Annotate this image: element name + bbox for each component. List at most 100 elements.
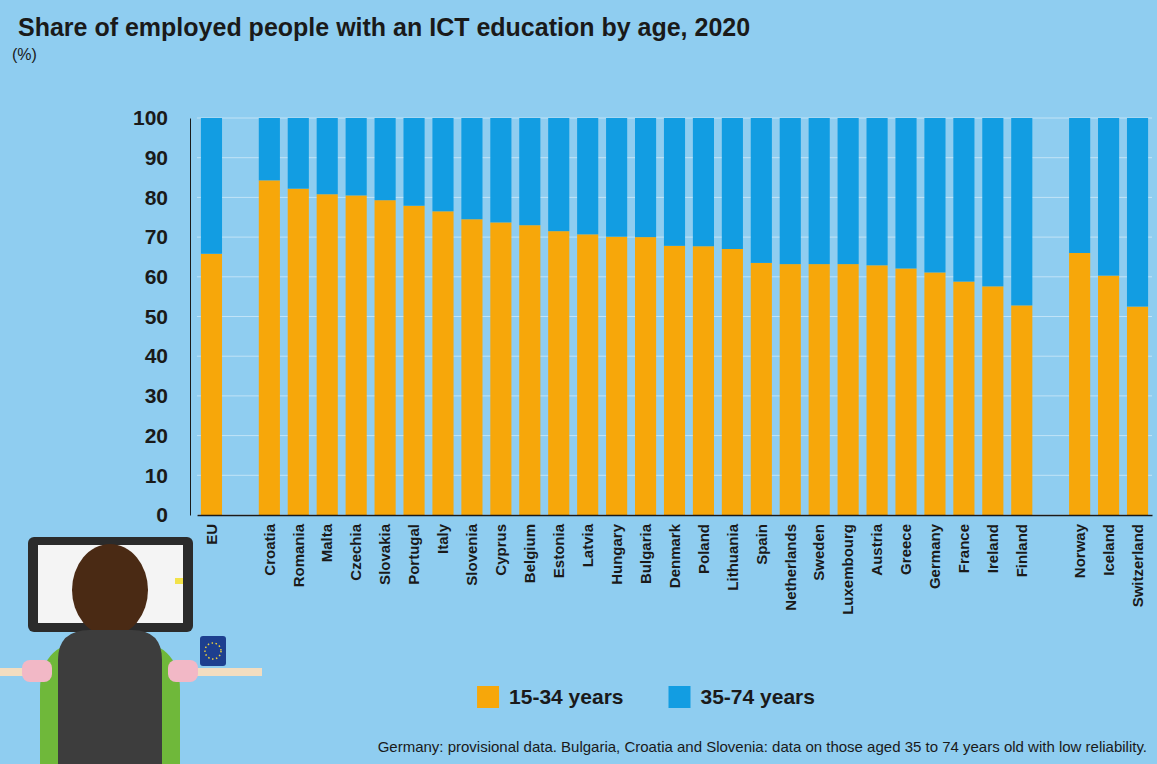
- bar: [288, 118, 309, 189]
- x-tick-label: Belgium: [521, 524, 538, 583]
- bar: [461, 118, 482, 219]
- bar: [982, 286, 1003, 515]
- x-axis: EUCroatiaRomaniaMaltaCzechiaSlovakiaPort…: [198, 516, 1153, 615]
- footnote: Germany: provisional data. Bulgaria, Cro…: [378, 738, 1147, 755]
- bar: [867, 118, 888, 265]
- bar: [606, 118, 627, 237]
- bar: [201, 254, 222, 515]
- x-tick-label: Poland: [695, 524, 712, 574]
- bar: [1127, 118, 1148, 307]
- x-tick: Slovakia: [376, 523, 393, 585]
- x-tick-label: Bulgaria: [637, 523, 654, 584]
- grid: [197, 118, 1152, 515]
- x-axis-line: [198, 515, 1153, 517]
- bar: [838, 264, 859, 515]
- bar: [577, 234, 598, 515]
- x-tick: Norway: [1071, 523, 1088, 578]
- x-tick: Estonia: [550, 523, 567, 578]
- y-tick: 70: [145, 225, 168, 248]
- bar: [895, 268, 916, 515]
- bar: [519, 118, 540, 225]
- x-tick-label: Slovakia: [376, 523, 393, 585]
- bar: [1069, 118, 1090, 253]
- y-tick-label: 0: [156, 503, 168, 526]
- bar: [403, 206, 424, 515]
- bar: [346, 118, 367, 195]
- bar: [432, 211, 453, 515]
- legend-item: 35-74 years: [669, 685, 815, 708]
- bar: [693, 118, 714, 246]
- x-tick-label: Sweden: [810, 524, 827, 581]
- bar: [606, 237, 627, 515]
- x-tick-label: Norway: [1071, 523, 1088, 578]
- bar: [867, 265, 888, 515]
- x-tick-label: Malta: [318, 523, 335, 562]
- x-tick-label: Portugal: [405, 524, 422, 585]
- x-tick: Germany: [926, 523, 943, 589]
- x-tick-label: Latvia: [579, 523, 596, 567]
- bar: [490, 222, 511, 515]
- y-axis-title: (%): [12, 46, 37, 63]
- y-tick: 90: [145, 146, 168, 169]
- y-tick: 20: [145, 424, 168, 447]
- bar: [953, 282, 974, 515]
- bar: [1098, 276, 1119, 515]
- bar: [924, 272, 945, 515]
- bar: [924, 118, 945, 272]
- bar: [1069, 253, 1090, 515]
- x-tick: Romania: [290, 523, 307, 587]
- y-tick: 10: [145, 464, 168, 487]
- y-tick: 80: [145, 186, 168, 209]
- x-tick: Poland: [695, 524, 712, 574]
- x-tick-label: Iceland: [1100, 524, 1117, 576]
- illustration: [0, 537, 262, 764]
- monitor-light: [175, 578, 183, 584]
- y-tick-label: 60: [145, 265, 168, 288]
- x-tick: Hungary: [608, 523, 625, 585]
- y-tick-label: 20: [145, 424, 168, 447]
- x-tick-label: Italy: [434, 523, 451, 554]
- x-tick: France: [955, 524, 972, 573]
- x-tick-label: Spain: [753, 524, 770, 565]
- x-tick: Malta: [318, 523, 335, 562]
- x-tick: Switzerland: [1129, 524, 1146, 607]
- x-tick-label: Denmark: [666, 523, 683, 588]
- bar: [1127, 307, 1148, 515]
- x-tick: Croatia: [261, 523, 278, 575]
- mug: [200, 636, 226, 666]
- bar: [751, 118, 772, 263]
- bar: [953, 118, 974, 282]
- x-tick: Denmark: [666, 523, 683, 588]
- x-tick: Latvia: [579, 523, 596, 567]
- bar: [259, 118, 280, 180]
- y-tick: 0: [156, 503, 168, 526]
- y-tick-label: 80: [145, 186, 168, 209]
- x-tick-label: Estonia: [550, 523, 567, 578]
- x-tick: Greece: [897, 524, 914, 575]
- bar: [375, 200, 396, 515]
- y-tick-label: 70: [145, 225, 168, 248]
- y-tick: 30: [145, 384, 168, 407]
- bar: [664, 246, 685, 515]
- bar: [1011, 118, 1032, 305]
- y-tick-label: 50: [145, 305, 168, 328]
- y-tick: 40: [145, 344, 168, 367]
- x-tick: Ireland: [984, 524, 1001, 573]
- bar: [809, 118, 830, 264]
- bar: [548, 231, 569, 515]
- bar: [780, 264, 801, 515]
- x-tick-label: France: [955, 524, 972, 573]
- x-tick: Spain: [753, 524, 770, 565]
- bar: [809, 264, 830, 515]
- bar: [577, 118, 598, 234]
- y-tick: 60: [145, 265, 168, 288]
- x-tick-label: Lithuania: [724, 523, 741, 590]
- legend-label: 15-34 years: [509, 685, 623, 708]
- x-tick-label: Slovenia: [463, 523, 480, 585]
- x-tick-label: Romania: [290, 523, 307, 587]
- legend-label: 35-74 years: [701, 685, 815, 708]
- bar: [635, 237, 656, 515]
- bar: [519, 225, 540, 515]
- legend-swatch: [669, 686, 691, 708]
- x-tick-label: Luxembourg: [839, 524, 856, 615]
